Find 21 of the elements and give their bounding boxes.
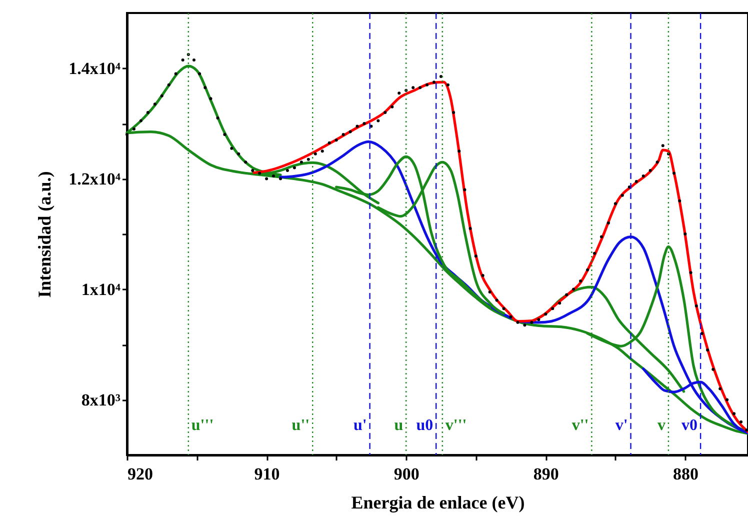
y-tick-label: 1.2x10⁴	[68, 169, 120, 188]
x-axis-title: Energia de enlace (eV)	[351, 492, 525, 512]
x-tick-label: 910	[254, 464, 280, 484]
ref-line-label: v	[657, 417, 666, 434]
x-tick-label: 890	[533, 464, 559, 484]
y-tick-label: 8x10³	[81, 390, 120, 410]
x-tick-label: 880	[672, 464, 698, 484]
x-tick-label: 920	[128, 464, 153, 484]
ref-line-label: v''	[572, 417, 589, 434]
y-tick-label: 1.4x10⁴	[68, 58, 120, 78]
ref-line-label: v0	[682, 417, 698, 434]
ref-line-label: u'''	[191, 417, 214, 434]
x-tick-label: 900	[394, 464, 420, 484]
ref-line-label: u''	[292, 417, 310, 434]
y-axis-title: Intensidad (a.u.)	[34, 171, 55, 298]
ref-line-label: v'	[615, 417, 628, 434]
ref-line-label: u	[394, 417, 404, 434]
ref-line-label: u0	[416, 417, 434, 434]
ref-line-label: u'	[353, 417, 367, 434]
ref-line-label: v'''	[445, 417, 467, 434]
y-tick-label: 1x10⁴	[81, 280, 120, 299]
